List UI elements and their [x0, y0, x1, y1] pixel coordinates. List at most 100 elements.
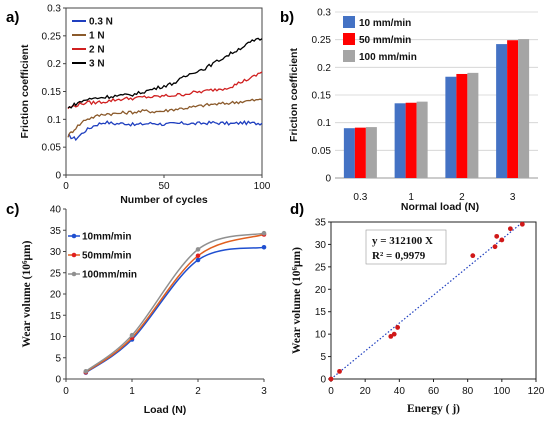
panel-letter-b: b): [280, 9, 294, 26]
y-tick-label-d: 35: [315, 218, 327, 229]
data-point-c-1-2: [195, 253, 201, 259]
bar-10-mm-min-0.3: [343, 128, 355, 178]
y-tick-label-a: 0.2: [47, 59, 61, 70]
data-point-c-0-3: [261, 244, 267, 250]
y-axis-label-b: Friction coefficient: [288, 48, 300, 142]
series-line-1-N: [67, 98, 263, 138]
y-tick-label-a: 0.05: [42, 143, 62, 154]
y-tick-label-c: 30: [50, 247, 62, 258]
data-point-d-9: [507, 226, 513, 232]
panel-letter-c: c): [6, 201, 19, 218]
series-line-0-3-N: [67, 120, 263, 142]
y-tick-label-d: 0: [320, 375, 326, 386]
bar-50-mm-min-2: [456, 73, 468, 178]
legend-label-a: 3 N: [89, 59, 105, 70]
equation-box-d: [365, 229, 447, 265]
y-tick-label-b: 0.25: [312, 35, 332, 46]
bar-100-mm-min-0.3: [365, 127, 377, 178]
data-point-d-4: [395, 325, 401, 330]
y-tick-label-c: 15: [50, 311, 62, 322]
data-point-c-2-0: [83, 369, 89, 374]
y-tick-label-c: 5: [55, 353, 61, 364]
legend-label-b: 100 mm/min: [359, 52, 417, 63]
data-point-d-8: [499, 237, 505, 243]
data-point-c-0-2: [195, 257, 201, 263]
data-point-d-6: [492, 244, 498, 250]
data-point-d-2: [388, 333, 394, 339]
y-tick-label-a: 0.3: [47, 4, 61, 15]
series-line-2-N: [67, 71, 263, 110]
legend-label-c: 100mm/min: [82, 270, 137, 281]
data-point-d-10: [519, 221, 525, 227]
panel-letter-a: a): [6, 9, 19, 26]
x-tick-label-b: 2: [459, 192, 465, 203]
chart-c: 0 5 10 15 20 25 30 35 40 0 1 2 3 Load (N) Wear volume …: [21, 205, 267, 417]
series-line-3-N: [67, 37, 263, 109]
data-point-d-3: [391, 331, 397, 337]
bar-100-mm-min-1: [416, 101, 428, 178]
y-axis-label-c: Wear volume (10⁶µm): [21, 240, 33, 347]
data-point-d-7: [494, 233, 500, 239]
x-axis-label-d: Energy ( j): [407, 403, 460, 415]
series-line-c-2: [85, 232, 265, 372]
series-line-c-1: [85, 233, 265, 373]
bar-10-mm-min-3: [496, 44, 508, 178]
data-point-d-1: [337, 368, 342, 374]
y-tick-label-a: 0.1: [47, 115, 61, 126]
data-point-d-0: [328, 376, 334, 382]
x-tick-label-c: 0: [63, 386, 69, 397]
x-tick-label-d: 0: [328, 386, 334, 397]
legend-swatch-b: [343, 33, 355, 45]
bar-10-mm-min-2: [445, 76, 457, 178]
y-tick-label-a: 0.25: [42, 31, 62, 42]
legend-marker-c: [71, 233, 77, 239]
legend-label-a: 1 N: [89, 31, 105, 42]
y-tick-label-d: 5: [320, 352, 326, 363]
data-point-c-2-2: [195, 247, 201, 252]
x-tick-label-c: 1: [129, 386, 135, 397]
legend-label-b: 10 mm/min: [359, 18, 411, 29]
legend-label-b: 50 mm/min: [359, 35, 411, 46]
y-tick-label-d: 30: [315, 240, 327, 251]
data-point-c-2-3: [261, 230, 267, 236]
x-tick-label-b: 3: [510, 192, 516, 203]
y-tick-label-d: 10: [315, 330, 327, 341]
x-axis-label-a: Number of cycles: [120, 194, 208, 206]
x-tick-label-a: 100: [254, 181, 271, 192]
y-tick-label-d: 25: [315, 262, 327, 273]
x-tick-label-d: 20: [360, 386, 372, 397]
y-tick-label-a: 0.15: [42, 87, 62, 98]
y-tick-label-b: 0.2: [317, 63, 331, 74]
legend-swatch-b: [343, 50, 355, 62]
y-tick-label-d: 15: [315, 307, 327, 318]
y-tick-label-c: 10: [50, 332, 62, 343]
y-tick-label-b: 0.1: [317, 118, 331, 129]
y-tick-label-b: 0.15: [312, 91, 332, 102]
chart-a: 0 0.05 0.1 0.15 0.2 0.25 0.3 0 50 100 Number of cy…: [19, 4, 271, 207]
y-axis-label-d: Wear volume (10⁶µm): [291, 247, 303, 354]
y-tick-label-c: 35: [50, 226, 62, 237]
y-tick-label-c: 25: [50, 268, 62, 279]
legend-label-a: 0.3 N: [89, 17, 113, 28]
x-tick-label-d: 40: [394, 386, 406, 397]
x-tick-label-c: 3: [261, 386, 267, 397]
panel-letter-d: d): [290, 201, 304, 218]
bar-50-mm-min-3: [507, 40, 519, 178]
x-tick-label-d: 80: [462, 386, 474, 397]
y-tick-label-c: 40: [50, 205, 62, 216]
legend-label-a: 2 N: [89, 45, 105, 56]
x-tick-label-c: 2: [195, 386, 201, 397]
x-tick-label-d: 100: [493, 386, 510, 397]
series-line-c-0: [85, 246, 265, 374]
y-tick-label-b: 0: [325, 174, 331, 185]
equation-text-d: y = 312100 X: [372, 235, 433, 247]
x-tick-label-a: 0: [63, 181, 69, 192]
trendline-d: [330, 221, 523, 380]
r-squared-text-d: R² = 0,9979: [372, 250, 426, 262]
bar-100-mm-min-3: [518, 39, 530, 178]
x-tick-label-b: 1: [408, 192, 414, 203]
x-tick-label-d: 60: [428, 386, 440, 397]
bar-100-mm-min-2: [467, 72, 479, 178]
y-tick-label-c: 0: [55, 375, 61, 386]
